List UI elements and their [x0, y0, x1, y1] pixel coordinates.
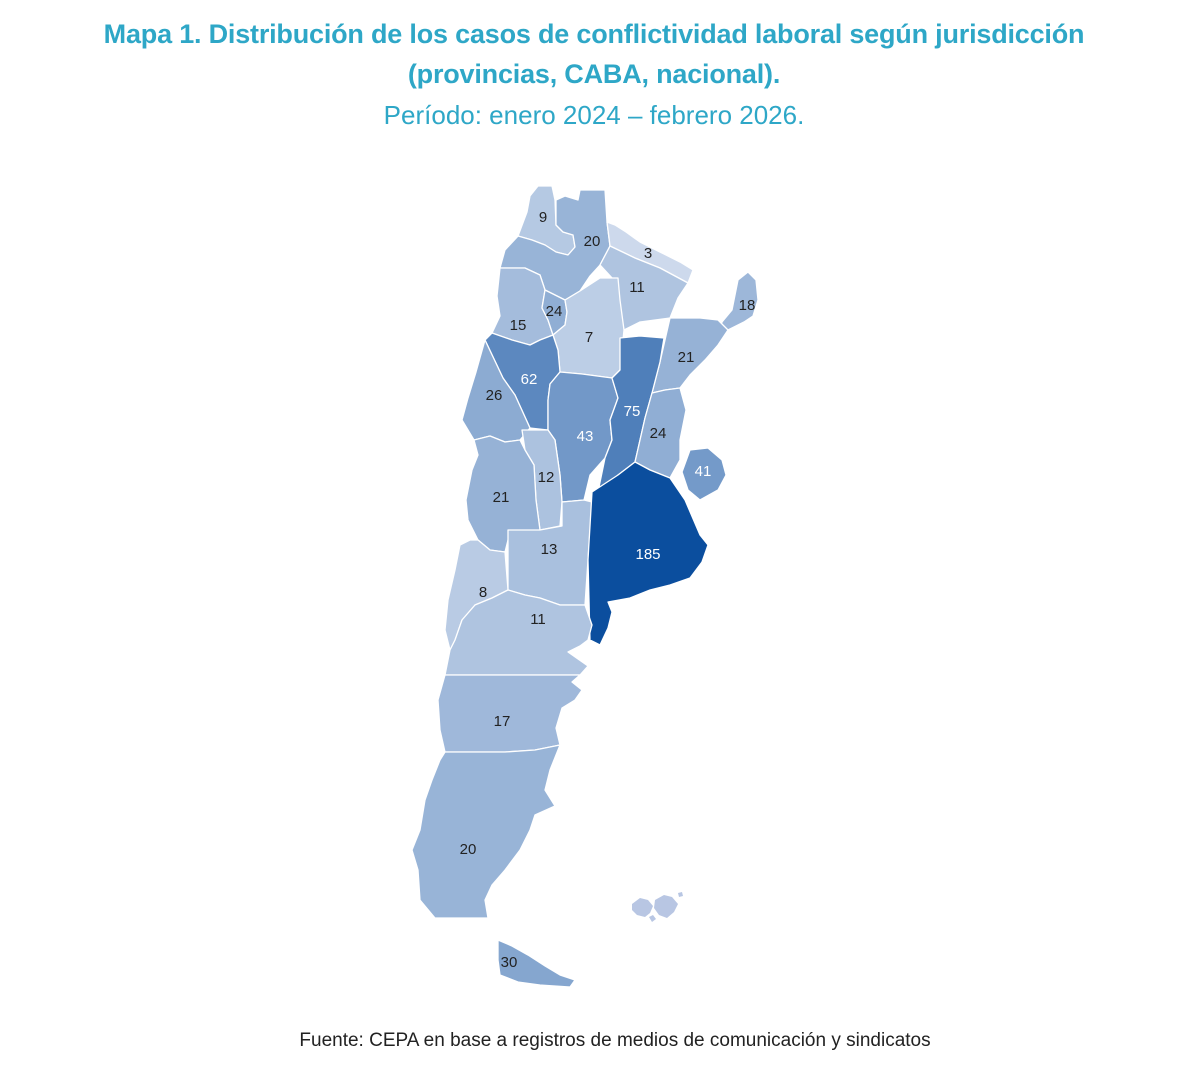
- malvinas-islet-2: [678, 892, 683, 897]
- map-subtitle: Período: enero 2024 – febrero 2026.: [383, 100, 805, 130]
- regions-layer: [411, 185, 759, 988]
- malvinas-island-west: [632, 898, 653, 917]
- malvinas-island-east: [654, 895, 678, 918]
- region-label-santiago-del-estero: 7: [585, 329, 593, 346]
- region-label-mendoza: 21: [493, 489, 510, 506]
- region-label-chubut: 17: [494, 713, 511, 730]
- region-label-salta: 20: [584, 233, 601, 250]
- region-santa-cruz: [411, 744, 561, 919]
- region-label-santa-cruz: 20: [460, 841, 477, 858]
- map-title: Mapa 1. Distribución de los casos de con…: [103, 19, 1085, 49]
- region-label-catamarca: 15: [510, 317, 527, 334]
- source-note: Fuente: CEPA en base a registros de medi…: [299, 1030, 931, 1051]
- region-label-santa-fe: 75: [624, 403, 641, 420]
- region-chaco: [599, 245, 689, 331]
- region-label-chaco: 11: [629, 279, 645, 296]
- region-label-cordoba: 43: [577, 428, 594, 445]
- map-title-block: Mapa 1. Distribución de los casos de con…: [0, 14, 1188, 136]
- region-label-jujuy: 9: [539, 209, 547, 226]
- region-label-tierra-del-fuego: 30: [501, 954, 518, 971]
- region-buenos-aires: [587, 461, 709, 646]
- region-label-buenos-aires: 185: [635, 546, 660, 563]
- region-misiones: [717, 271, 759, 336]
- region-label-entre-rios: 24: [650, 425, 667, 442]
- region-uruguay: [681, 447, 727, 501]
- region-label-tucuman: 24: [546, 303, 563, 320]
- islands-layer: [632, 892, 683, 922]
- region-label-neuquen: 8: [479, 584, 487, 601]
- map-title-line2: (provincias, CABA, nacional).: [407, 59, 781, 89]
- region-label-corrientes: 21: [678, 349, 695, 366]
- region-label-san-luis: 12: [538, 469, 555, 486]
- region-label-la-pampa: 13: [541, 541, 558, 558]
- malvinas-islet: [649, 915, 656, 922]
- region-entre-rios: [634, 387, 687, 479]
- region-label-san-juan: 26: [486, 387, 503, 404]
- region-label-uruguay: 41: [695, 463, 712, 480]
- region-label-rio-negro: 11: [530, 611, 546, 628]
- region-label-la-rioja: 62: [521, 371, 538, 388]
- region-label-misiones: 18: [739, 297, 756, 314]
- region-tierra-del-fuego: [497, 939, 576, 988]
- labels-layer: 9 20 3 11 18 15 24 7 21 62 26 43 75 24 41 12 21 13 185 8 11 1…: [460, 209, 756, 971]
- region-label-formosa: 3: [644, 245, 652, 262]
- region-rio-negro: [444, 589, 593, 676]
